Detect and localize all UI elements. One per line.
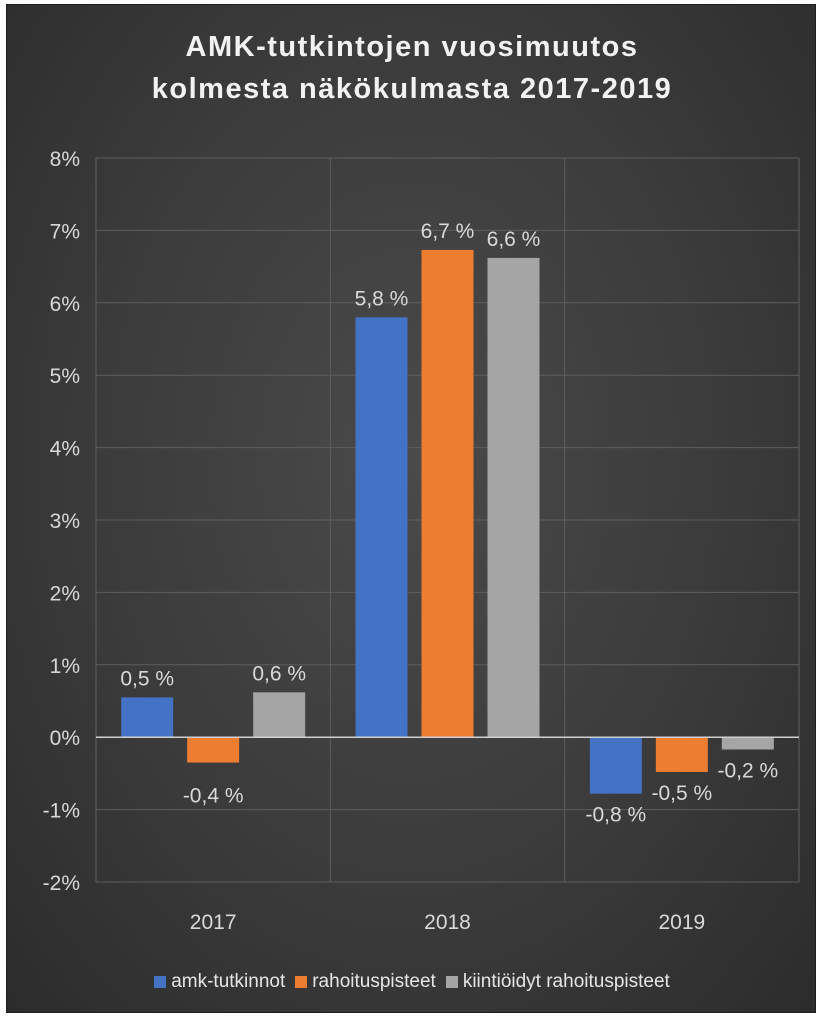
chart-title-line2: kolmesta näkökulmasta 2017-2019 [151, 73, 673, 105]
data-label: -0,2 % [717, 760, 778, 783]
bar-kiintiöidyt-rahoituspisteet-2018 [487, 257, 540, 738]
data-label: -0,4 % [183, 785, 244, 808]
y-tick-label: -2% [43, 872, 80, 895]
legend-swatch-amk-tutkinnot [154, 976, 167, 988]
legend-item-amk-tutkinnot: amk-tutkinnot [154, 971, 285, 993]
x-tick-label: 2018 [424, 911, 471, 934]
y-tick-label: 5% [50, 365, 80, 388]
legend-label-kiintioidyt: kiintiöidyt rahoituspisteet [462, 971, 670, 992]
y-tick-label: 8% [50, 148, 80, 171]
bar-kiintiöidyt-rahoituspisteet-2017 [253, 692, 306, 738]
legend-swatch-rahoituspisteet [295, 976, 308, 988]
bar-rahoituspisteet-2019 [655, 737, 708, 772]
data-label: 0,5 % [120, 667, 174, 690]
bar-kiintiöidyt-rahoituspisteet-2019 [721, 737, 774, 750]
y-tick-label: 0% [50, 727, 80, 750]
data-label: 6,6 % [487, 228, 541, 251]
bar-amk-tutkinnot-2017 [121, 697, 174, 738]
chart-frame: AMK-tutkintojen vuosimuutos kolmesta näk… [6, 4, 816, 1013]
y-tick-label: 4% [50, 438, 80, 461]
bar-rahoituspisteet-2017 [187, 737, 240, 763]
data-label: -0,5 % [651, 782, 712, 805]
plot-area: -2% -1% 0% 1% 2% 3% 4% 5% 6% 7% 8% 0,5 % -0,4 % 0,6 %… [43, 148, 800, 934]
bar-rahoituspisteet-2018 [421, 249, 474, 738]
data-label: -0,8 % [585, 804, 646, 827]
bar-amk-tutkinnot-2018 [355, 317, 408, 738]
data-label: 6,7 % [421, 220, 475, 243]
y-tick-label: 3% [50, 510, 80, 533]
legend-label-amk-tutkinnot: amk-tutkinnot [171, 971, 286, 992]
legend-swatch-kiintioidyt [445, 976, 458, 988]
legend-item-rahoituspisteet: rahoituspisteet [295, 971, 436, 993]
data-label: 5,8 % [355, 287, 409, 310]
y-tick-label: -1% [43, 800, 80, 823]
bar-amk-tutkinnot-2019 [589, 737, 642, 794]
x-tick-label: 2019 [658, 911, 705, 934]
legend-item-kiintioidyt: kiintiöidyt rahoituspisteet [445, 971, 670, 993]
y-tick-label: 1% [50, 655, 80, 678]
chart-title-line1: AMK-tutkintojen vuosimuutos [185, 31, 639, 63]
y-tick-label: 7% [50, 220, 80, 243]
y-tick-label: 2% [50, 582, 80, 605]
legend-label-rahoituspisteet: rahoituspisteet [312, 971, 436, 992]
legend: amk-tutkinnot rahoituspisteet kiintiöidy… [7, 971, 817, 993]
x-tick-label: 2017 [190, 911, 237, 934]
data-label: 0,6 % [252, 662, 306, 685]
y-tick-label: 6% [50, 293, 80, 316]
